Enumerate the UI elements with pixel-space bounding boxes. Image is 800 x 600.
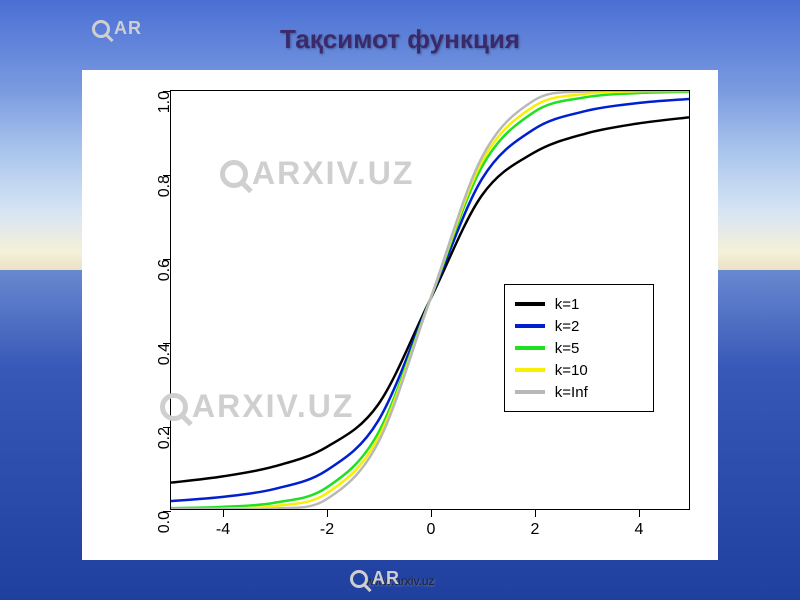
footer-link: www.arxiv.uz (0, 574, 800, 588)
x-tick-label: 0 (427, 521, 436, 539)
legend-item: k=1 (515, 293, 643, 315)
legend-item: k=Inf (515, 381, 643, 403)
legend: k=1 k=2 k=5 k=10 k=Inf (504, 284, 654, 412)
x-tick (223, 509, 224, 517)
y-tick-label: 0.0 (156, 511, 174, 551)
legend-item: k=5 (515, 337, 643, 359)
y-tick-label: 0.2 (156, 427, 174, 467)
legend-swatch (515, 324, 545, 328)
legend-item: k=10 (515, 359, 643, 381)
y-tick-label: 1.0 (156, 91, 174, 131)
y-tick-label: 0.6 (156, 259, 174, 299)
x-tick (535, 509, 536, 517)
x-tick-label: -2 (320, 521, 334, 539)
legend-swatch (515, 368, 545, 372)
legend-swatch (515, 390, 545, 394)
legend-swatch (515, 302, 545, 306)
legend-label: k=Inf (555, 384, 588, 401)
x-tick-label: -4 (216, 521, 230, 539)
chart-panel: 0.00.20.40.60.81.0-4-2024k=1k=2k=5k=10k=… (82, 70, 718, 560)
x-tick (639, 509, 640, 517)
legend-item: k=2 (515, 315, 643, 337)
legend-label: k=10 (555, 362, 588, 379)
legend-label: k=1 (555, 296, 580, 313)
x-tick-label: 2 (531, 521, 540, 539)
x-tick-label: 4 (635, 521, 644, 539)
legend-label: k=5 (555, 340, 580, 357)
y-tick-label: 0.4 (156, 343, 174, 383)
x-tick (431, 509, 432, 517)
y-tick-label: 0.8 (156, 175, 174, 215)
plot-area: 0.00.20.40.60.81.0-4-2024k=1k=2k=5k=10k=… (170, 90, 690, 510)
page-title: Тақсимот функция (0, 24, 800, 55)
x-tick (327, 509, 328, 517)
legend-label: k=2 (555, 318, 580, 335)
legend-swatch (515, 346, 545, 350)
